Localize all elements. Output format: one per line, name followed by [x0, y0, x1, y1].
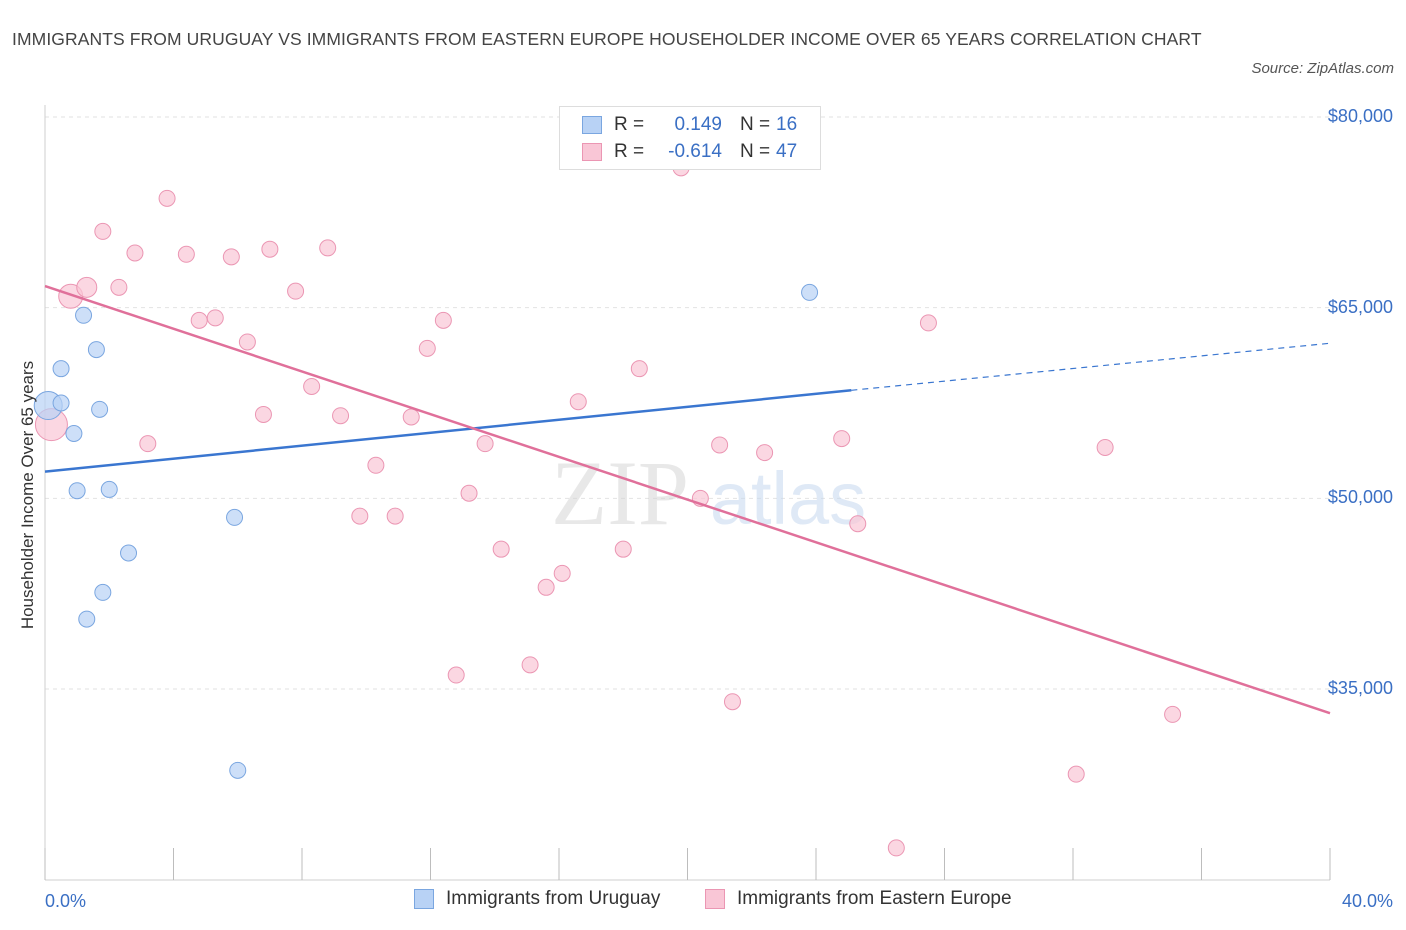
eastern-europe-point — [386, 507, 404, 525]
r-label: R = — [614, 141, 645, 162]
eastern-europe-point — [1164, 705, 1182, 723]
eastern-europe-legend-swatch — [705, 889, 725, 909]
r-value: -0.614 — [668, 141, 722, 162]
uruguay-point — [801, 283, 819, 301]
eastern-europe-legend-label: Immigrants from Eastern Europe — [737, 888, 1012, 909]
eastern-europe-point — [849, 515, 867, 533]
n-value: 47 — [776, 141, 798, 162]
eastern-europe-point — [158, 189, 176, 207]
eastern-europe-point — [254, 405, 272, 423]
gridlines — [45, 116, 1330, 690]
uruguay-point — [78, 610, 96, 628]
uruguay-legend-label: Immigrants from Uruguay — [446, 888, 661, 909]
eastern-europe-point — [139, 435, 157, 453]
uruguay-trend-extension — [851, 342, 1331, 391]
watermark-atlas: atlas — [710, 457, 866, 540]
uruguay-point — [65, 425, 83, 443]
eastern-europe-swatch — [582, 143, 602, 161]
eastern-europe-point — [126, 244, 144, 262]
eastern-europe-point — [723, 693, 741, 711]
eastern-europe-point — [711, 436, 729, 454]
uruguay-point — [100, 480, 118, 498]
uruguay-point — [52, 360, 70, 378]
x-tick-max: 40.0% — [1341, 891, 1393, 911]
eastern-europe-point — [919, 314, 937, 332]
uruguay-legend-swatch — [414, 889, 434, 909]
eastern-europe-point — [460, 484, 478, 502]
eastern-europe-point — [521, 656, 539, 674]
uruguay-point — [120, 544, 138, 562]
n-label: N = — [740, 141, 771, 162]
watermark: ZIP atlas — [551, 442, 866, 544]
eastern-europe-point — [1096, 438, 1114, 456]
uruguay-point — [75, 306, 93, 324]
eastern-europe-point — [476, 435, 494, 453]
uruguay-point — [226, 508, 244, 526]
eastern-europe-point — [569, 393, 587, 411]
eastern-europe-point — [190, 311, 208, 329]
eastern-europe-point — [887, 839, 905, 857]
eastern-europe-point — [110, 278, 128, 296]
trend-lines — [44, 284, 1331, 715]
y-tick-label: $80,000 — [1327, 106, 1393, 126]
eastern-europe-point — [222, 248, 240, 266]
uruguay-point — [68, 482, 86, 500]
eastern-europe-point — [434, 311, 452, 329]
eastern-europe-point — [303, 377, 321, 395]
eastern-europe-point — [206, 309, 224, 327]
eastern-europe-point — [447, 666, 465, 684]
y-tick-label: $35,000 — [1327, 678, 1393, 698]
eastern-europe-point — [418, 339, 436, 357]
correlation-legend: R = 0.149 N = 16 R = -0.614 N = 47 — [559, 106, 821, 170]
legend-row-eastern-europe: R = -0.614 N = 47 — [582, 140, 797, 164]
r-label: R = — [614, 114, 645, 135]
uruguay-point — [87, 341, 105, 359]
eastern-europe-point — [756, 444, 774, 462]
r-value: 0.149 — [674, 114, 722, 135]
x-tick-min: 0.0% — [45, 891, 87, 911]
eastern-europe-point — [537, 578, 555, 596]
eastern-europe-point — [614, 540, 632, 558]
eastern-europe-point — [630, 360, 648, 378]
uruguay-swatch — [582, 116, 602, 134]
eastern-europe-point — [1067, 765, 1085, 783]
series-eastern-europe-points — [34, 159, 1182, 857]
eastern-europe-point — [261, 240, 279, 258]
eastern-europe-point — [94, 222, 112, 240]
eastern-europe-point — [553, 564, 571, 582]
series-uruguay-points — [33, 283, 819, 779]
eastern-europe-point — [319, 239, 337, 257]
uruguay-point — [229, 761, 247, 779]
series-legend: Immigrants from Uruguay Immigrants from … — [0, 888, 1406, 918]
eastern-europe-point — [238, 333, 256, 351]
eastern-europe-point — [351, 507, 369, 525]
source-note: Source: ZipAtlas.com — [1251, 60, 1394, 77]
legend-item-eastern-europe: Immigrants from Eastern Europe — [705, 888, 1012, 910]
eastern-europe-point — [177, 245, 195, 263]
y-axis-label: Householder Income Over 65 years — [18, 360, 37, 630]
n-value: 16 — [776, 114, 798, 135]
uruguay-point — [52, 394, 70, 412]
y-tick-label: $65,000 — [1327, 296, 1393, 317]
eastern-europe-point — [332, 407, 350, 425]
eastern-europe-point — [367, 456, 385, 474]
uruguay-trend-line — [44, 389, 852, 473]
chart-title: IMMIGRANTS FROM URUGUAY VS IMMIGRANTS FR… — [12, 29, 1202, 49]
eastern-europe-point — [492, 540, 510, 558]
axes — [44, 105, 1331, 881]
legend-row-uruguay: R = 0.149 N = 16 — [582, 113, 797, 137]
eastern-europe-trend-line — [44, 284, 1331, 715]
y-tick-label: $50,000 — [1327, 487, 1393, 508]
uruguay-point — [91, 400, 109, 418]
eastern-europe-point — [287, 282, 305, 300]
uruguay-point — [94, 583, 112, 601]
eastern-europe-point — [402, 408, 420, 426]
eastern-europe-point — [833, 430, 851, 448]
eastern-europe-point — [76, 276, 98, 298]
legend-item-uruguay: Immigrants from Uruguay — [414, 888, 660, 910]
n-label: N = — [740, 114, 771, 135]
